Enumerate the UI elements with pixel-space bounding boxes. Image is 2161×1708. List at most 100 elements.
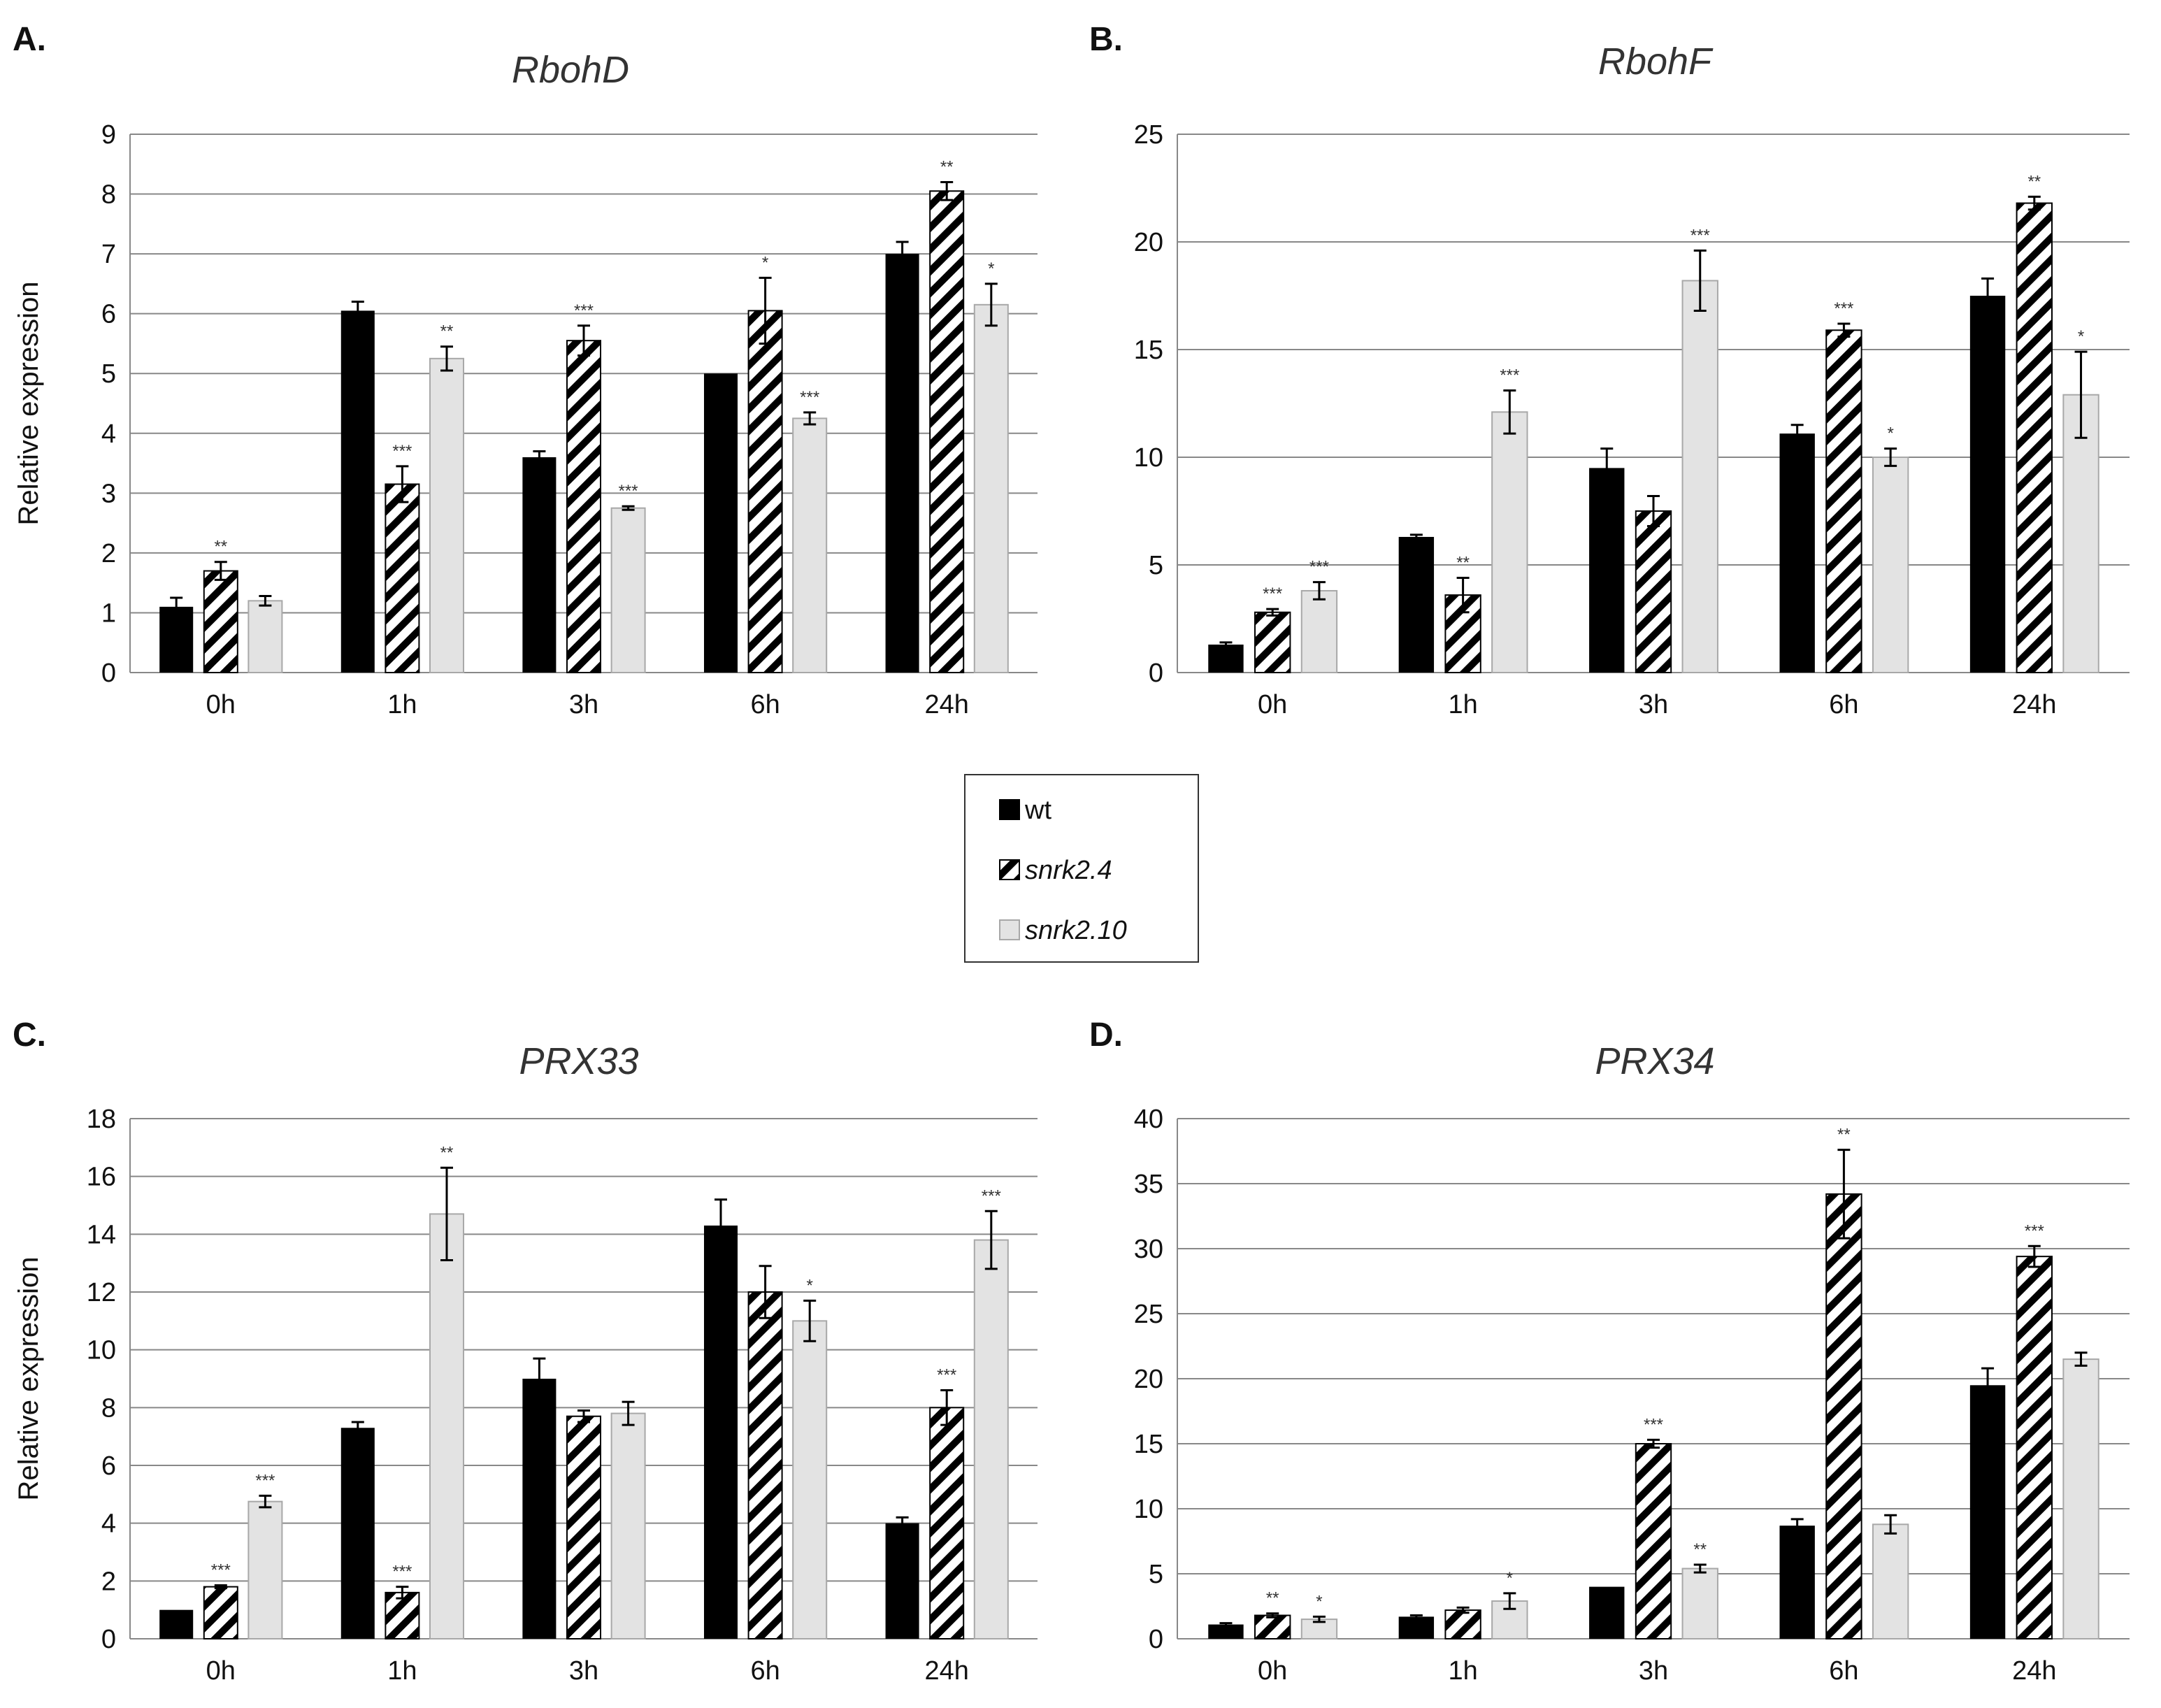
significance-label: * <box>1507 1569 1513 1588</box>
significance-label: *** <box>619 482 638 501</box>
significance-label: *** <box>1834 299 1853 318</box>
x-tick-label: 3h <box>569 690 598 719</box>
y-tick-label: 6 <box>101 1451 116 1481</box>
significance-label: *** <box>392 1563 412 1581</box>
bar <box>1969 296 2006 673</box>
y-tick-label: 25 <box>1134 1300 1163 1329</box>
x-tick-label: 6h <box>750 1656 780 1686</box>
error-bar <box>2027 1244 2041 1268</box>
x-tick-label: 0h <box>1258 690 1287 719</box>
significance-label: ** <box>2027 172 2041 191</box>
bar <box>247 600 283 673</box>
bar <box>203 570 238 673</box>
significance-label: *** <box>1309 558 1329 577</box>
error-bar <box>1693 1563 1707 1574</box>
x-tick-label: 1h <box>387 690 417 719</box>
y-tick-label: 10 <box>1134 443 1163 473</box>
panel-letter: D. <box>1089 1017 1123 1054</box>
error-bar <box>1312 1615 1326 1623</box>
error-bar <box>259 1494 272 1509</box>
error-bar <box>984 282 998 327</box>
error-bar <box>396 1586 409 1600</box>
y-tick-label: 20 <box>1134 1365 1163 1394</box>
x-tick-label: 6h <box>750 690 780 719</box>
bar <box>1491 411 1528 673</box>
bar <box>885 254 919 673</box>
error-bar <box>2074 1351 2088 1367</box>
y-tick-label: 2 <box>101 539 116 568</box>
x-tick-label: 6h <box>1829 690 1858 719</box>
error-bar <box>259 594 272 607</box>
legend-swatch <box>999 859 1020 880</box>
significance-label: *** <box>255 1471 275 1490</box>
x-tick-label: 24h <box>2012 690 2056 719</box>
error-bar <box>577 1409 590 1423</box>
bar <box>340 310 375 673</box>
legend-swatch <box>999 799 1020 820</box>
error-bar <box>1409 1614 1423 1619</box>
bar <box>1254 611 1291 674</box>
error-bar <box>622 505 635 511</box>
error-bar <box>984 1210 998 1270</box>
error-bar <box>714 1198 727 1253</box>
error-bar <box>533 1357 546 1400</box>
x-tick-label: 3h <box>1639 690 1668 719</box>
chart-panel: B.RbohF05101520250h******1h*****3h***6h*… <box>1089 21 2130 719</box>
bar <box>610 507 646 673</box>
error-bar <box>1503 389 1516 435</box>
bar <box>159 1609 194 1639</box>
y-tick-label: 16 <box>87 1163 116 1192</box>
error-bar <box>803 411 817 426</box>
error-bar <box>1503 1592 1516 1610</box>
significance-label: *** <box>574 301 594 320</box>
bar <box>1681 280 1718 673</box>
bar <box>1825 329 1862 673</box>
bar <box>1589 468 1625 673</box>
significance-label: *** <box>1263 584 1282 603</box>
bar <box>159 606 194 673</box>
bar <box>703 373 738 673</box>
x-tick-label: 24h <box>2012 1656 2056 1686</box>
bar <box>1208 644 1244 673</box>
chart-title: RbohD <box>512 49 629 91</box>
significance-label: ** <box>440 1143 454 1162</box>
error-bar <box>1266 608 1279 617</box>
y-tick-label: 35 <box>1134 1170 1163 1199</box>
bar <box>522 457 557 673</box>
bar <box>610 1412 646 1639</box>
bar <box>929 1407 965 1640</box>
chart-title: PRX33 <box>519 1040 638 1082</box>
bar <box>1398 1616 1435 1639</box>
significance-label: *** <box>937 1366 956 1385</box>
y-tick-label: 12 <box>87 1278 116 1307</box>
bar <box>2062 1358 2099 1639</box>
error-bar <box>896 241 909 267</box>
bar <box>429 1213 465 1639</box>
error-bar <box>440 1166 454 1262</box>
error-bar <box>1693 249 1707 313</box>
error-bar <box>170 596 183 617</box>
error-bar <box>396 465 409 503</box>
bar <box>340 1428 375 1639</box>
error-bar <box>533 450 546 465</box>
error-bar <box>622 1400 635 1426</box>
y-tick-label: 14 <box>87 1220 116 1249</box>
panel-letter: B. <box>1089 21 1123 58</box>
error-bar <box>1981 1367 1995 1403</box>
error-bar <box>1409 533 1423 540</box>
error-bar <box>1219 641 1233 648</box>
significance-label: ** <box>1837 1126 1851 1144</box>
x-tick-label: 24h <box>924 690 968 719</box>
error-bar <box>803 1299 817 1342</box>
bar <box>2062 394 2099 673</box>
y-tick-label: 3 <box>101 479 116 508</box>
x-tick-label: 1h <box>1448 690 1477 719</box>
bar <box>203 1586 238 1640</box>
error-bar <box>1647 1438 1660 1449</box>
significance-label: ** <box>1693 1540 1707 1559</box>
chart-title: PRX34 <box>1595 1040 1714 1082</box>
bar <box>1635 1443 1672 1639</box>
bar <box>522 1379 557 1639</box>
panel-letter: C. <box>13 1017 46 1054</box>
